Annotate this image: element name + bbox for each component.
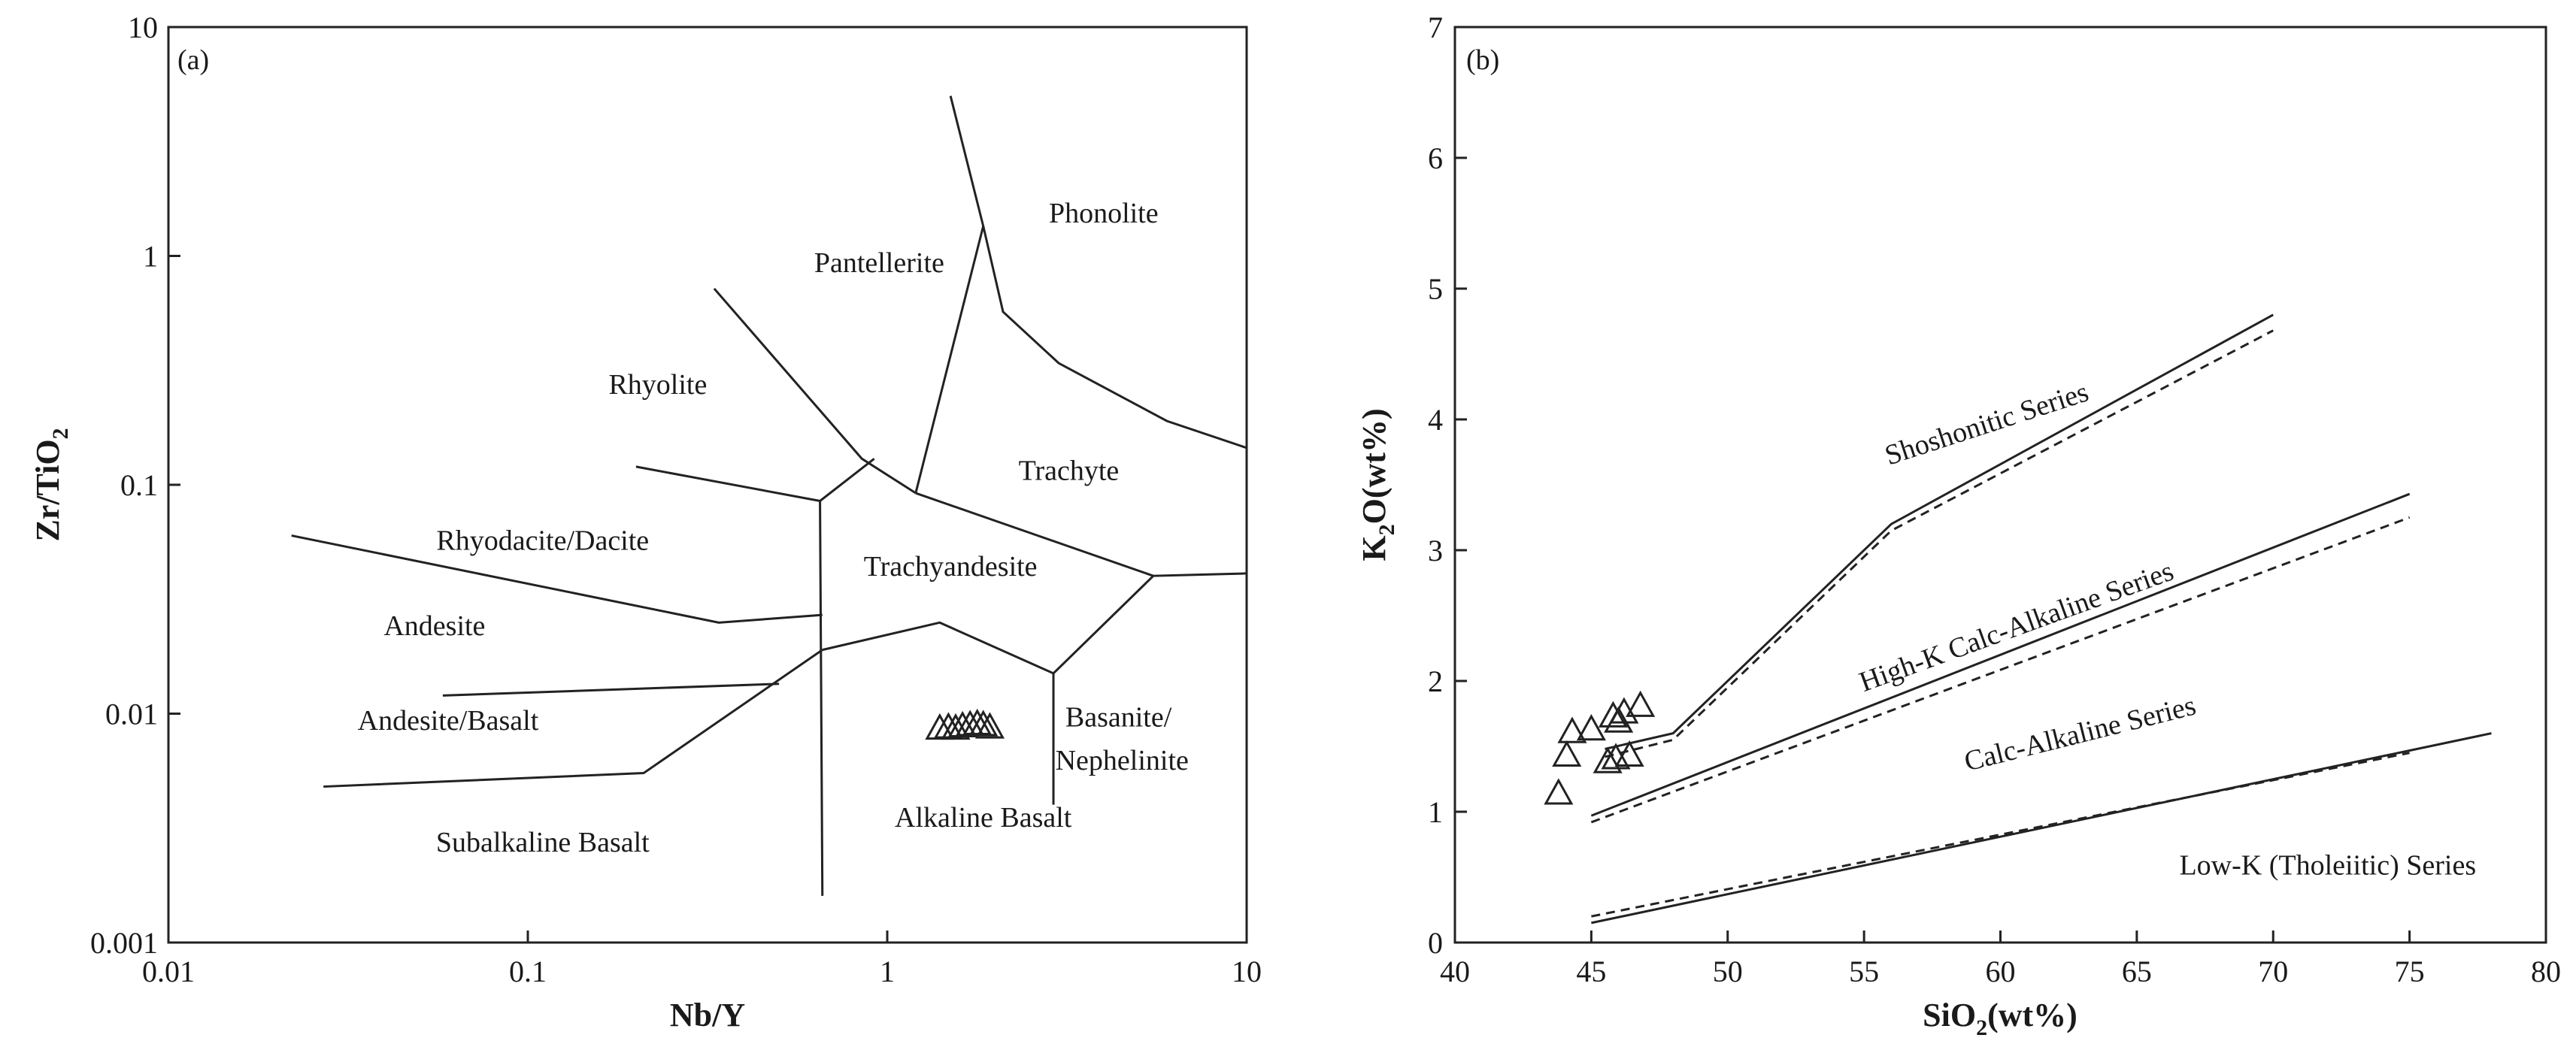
y-tick-label: 0 <box>1428 926 1443 960</box>
data-point-triangle <box>1552 740 1582 767</box>
y-title-subscript: 2 <box>1374 524 1399 535</box>
data-point-triangle <box>925 713 955 740</box>
y-title-main: K <box>1356 535 1393 561</box>
panel-b-label: (b) <box>1466 44 1499 76</box>
x-tick-label: 70 <box>2258 955 2288 988</box>
region-label: Subalkaline Basalt <box>436 827 650 858</box>
boundary-line <box>822 572 1247 675</box>
series-boundary-dashed <box>1605 329 2274 758</box>
data-point-triangle <box>1598 701 1628 728</box>
y-tick-label: 5 <box>1428 272 1443 306</box>
x-tick-label: 0.01 <box>142 955 195 988</box>
y-tick-label: 1 <box>1428 795 1443 829</box>
region-label: Andesite <box>383 610 485 642</box>
panel-b-x-axis-title: SiO2(wt%) <box>1923 997 2077 1040</box>
series-label: Shoshonitic Series <box>1881 376 2093 471</box>
x-tick-label: 10 <box>1232 955 1262 988</box>
data-point-triangle <box>1593 746 1623 773</box>
boundary-line <box>914 225 1247 494</box>
x-title-unit: (wt%) <box>1987 997 2077 1033</box>
region-label: Nephelinite <box>1056 745 1189 776</box>
x-tick-label: 75 <box>2395 955 2425 988</box>
panel-a-data-points <box>925 708 1005 740</box>
data-point-triangle <box>1576 714 1606 741</box>
region-label: Phonolite <box>1049 198 1159 229</box>
boundary-line <box>949 95 985 227</box>
panel-b-series-boundaries <box>1590 313 2492 924</box>
series-boundary-solid <box>1590 492 2411 817</box>
x-title-main: SiO <box>1923 997 1976 1033</box>
x-tick-label: 80 <box>2531 955 2561 988</box>
region-label: Alkaline Basalt <box>895 802 1072 834</box>
boundary-line <box>442 682 780 697</box>
data-point-triangle <box>968 710 999 737</box>
data-point-triangle <box>974 712 1005 739</box>
x-tick-label: 1 <box>880 955 895 988</box>
boundary-line <box>915 492 1154 577</box>
data-point-triangle <box>1557 716 1587 743</box>
data-point-triangle <box>1614 740 1644 767</box>
x-tick-label: 45 <box>1576 955 1606 988</box>
y-tick-label: 10 <box>128 11 158 44</box>
region-label: Andesite/Basalt <box>358 705 539 737</box>
y-tick-label: 1 <box>143 240 158 274</box>
x-tick-label: 40 <box>1440 955 1470 988</box>
y-title-subscript: 2 <box>48 428 73 439</box>
y-title-rest: O(wt%) <box>1356 408 1393 524</box>
boundary-line <box>323 649 823 788</box>
y-title-main: Zr/TiO <box>29 439 66 541</box>
y-tick-label: 0.001 <box>90 926 158 960</box>
y-tick-label: 3 <box>1428 534 1443 567</box>
x-tick-label: 60 <box>1986 955 2016 988</box>
panel-a-y-axis-title: Zr/TiO2 <box>29 428 73 541</box>
series-boundary-dashed <box>1590 516 2411 824</box>
region-label: Rhyolite <box>608 369 707 401</box>
x-tick-label: 50 <box>1713 955 1743 988</box>
panel-b-data-points <box>1544 690 1656 805</box>
boundary-line <box>635 458 875 503</box>
series-boundary-solid <box>1591 732 2492 924</box>
data-point-triangle <box>1626 690 1656 717</box>
panel-a-region-labels: Phonolite Pantellerite Rhyolite Trachyte Rhy… <box>358 198 1189 858</box>
x-tick-label: 65 <box>2122 955 2152 988</box>
boundary-line <box>713 287 917 495</box>
y-tick-label: 7 <box>1428 11 1443 44</box>
panel-b-y-axis-title: K2O(wt%) <box>1356 408 1399 561</box>
y-tick-label: 0.1 <box>120 468 158 502</box>
data-point-triangle <box>1544 778 1574 805</box>
series-boundary-dashed <box>1591 752 2410 918</box>
region-label: Pantellerite <box>814 247 944 279</box>
y-tick-label: 2 <box>1428 664 1443 698</box>
x-title-subscript: 2 <box>1976 1015 1987 1040</box>
panel-b-series-labels: Shoshonitic Series High-K Calc-Alkaline S… <box>1855 376 2476 881</box>
series-label: High-K Calc-Alkaline Series <box>1855 555 2177 698</box>
panel-a-label: (a) <box>177 44 209 76</box>
y-tick-label: 4 <box>1428 403 1443 437</box>
region-label: Trachyte <box>1019 455 1120 487</box>
x-tick-label: 0.1 <box>509 955 547 988</box>
panel-a-boundaries <box>291 95 1247 896</box>
boundary-line <box>291 534 823 624</box>
region-label: Basanite/ <box>1065 701 1172 733</box>
series-label: Low-K (Tholeiitic) Series <box>2179 850 2476 882</box>
series-boundary-solid <box>1605 313 2274 750</box>
region-label: Rhyodacite/Dacite <box>436 525 649 556</box>
series-label: Calc-Alkaline Series <box>1961 690 2199 778</box>
boundary-line <box>819 501 824 896</box>
y-tick-label: 6 <box>1428 141 1443 175</box>
x-tick-label: 55 <box>1849 955 1879 988</box>
region-label: Trachyandesite <box>864 551 1038 583</box>
panel-a-x-axis-title: Nb/Y <box>670 997 745 1033</box>
y-tick-label: 0.01 <box>105 698 158 731</box>
